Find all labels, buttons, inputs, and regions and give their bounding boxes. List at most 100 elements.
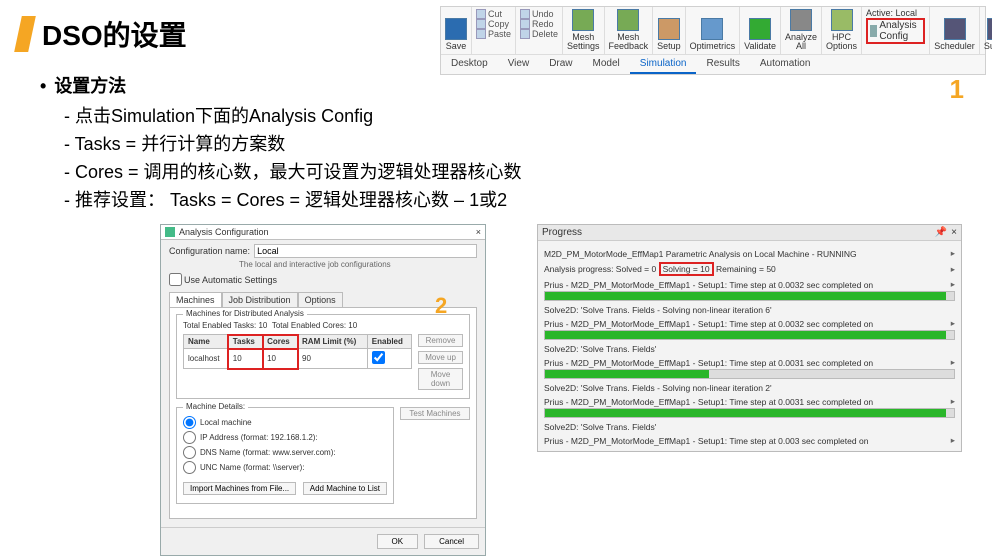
cell-tasks[interactable]: 10 [228, 349, 262, 369]
bullet-item: 推荐设置： Tasks = Cores = 逻辑处理器核心数 – 1或2 [40, 186, 992, 212]
col-ram: RAM Limit (%) [298, 335, 368, 349]
expand-icon[interactable]: ▸ [951, 357, 955, 368]
config-name-input[interactable] [254, 244, 477, 258]
tab-desktop[interactable]: Desktop [441, 55, 498, 74]
expand-icon[interactable]: ▸ [951, 435, 955, 446]
close-icon[interactable]: × [951, 227, 957, 238]
slide-title: DSO的设置 [42, 14, 187, 54]
config-subtitle: The local and interactive job configurat… [239, 260, 477, 269]
progress-line: Remaining = 50 [716, 264, 776, 274]
move-up-button[interactable]: Move up [418, 351, 463, 364]
tab-options[interactable]: Options [298, 292, 343, 307]
active-label: Active: Local [866, 8, 925, 18]
tab-machines[interactable]: Machines [169, 292, 222, 307]
expand-icon[interactable]: ▸ [951, 318, 955, 329]
analysis-config-dialog: Analysis Configuration × Configuration n… [160, 224, 486, 556]
col-enabled: Enabled [367, 335, 411, 349]
cell-ram[interactable]: 90 [298, 349, 368, 369]
cut-button[interactable]: Cut [476, 9, 511, 19]
progress-line: Solve2D: 'Solve Trans. Fields' [544, 422, 656, 432]
progress-line: Prius - M2D_PM_MotorMode_EffMap1 - Setup… [544, 397, 873, 407]
progress-bar [544, 330, 955, 340]
progress-line: Prius - M2D_PM_MotorMode_EffMap1 - Setup… [544, 280, 873, 290]
bullet-item: 点击Simulation下面的Analysis Config [40, 102, 992, 128]
tab-simulation[interactable]: Simulation [630, 55, 697, 74]
radio-ip[interactable]: IP Address (format: 192.168.1.2): [183, 431, 387, 444]
redo-button[interactable]: Redo [520, 19, 558, 29]
move-down-button[interactable]: Move down [418, 368, 463, 390]
table-row[interactable]: localhost 10 10 90 [184, 349, 412, 369]
tab-model[interactable]: Model [583, 55, 630, 74]
expand-icon[interactable]: ▸ [951, 396, 955, 407]
progress-line: M2D_PM_MotorMode_EffMap1 Parametric Anal… [544, 249, 857, 259]
radio-local[interactable]: Local machine [183, 416, 387, 429]
undo-button[interactable]: Undo [520, 9, 558, 19]
tab-results[interactable]: Results [696, 55, 749, 74]
use-automatic-checkbox[interactable]: Use Automatic Settings [169, 273, 477, 286]
progress-line: Analysis progress: Solved = 0 [544, 264, 656, 274]
scheduler-button[interactable]: Scheduler [930, 7, 980, 54]
cancel-button[interactable]: Cancel [424, 534, 479, 549]
import-machines-button[interactable]: Import Machines from File... [183, 482, 296, 495]
expand-icon[interactable]: ▸ [951, 279, 955, 290]
expand-icon[interactable]: ▸ [951, 248, 955, 259]
copy-button[interactable]: Copy [476, 19, 511, 29]
config-name-label: Configuration name: [169, 246, 250, 256]
add-machine-button[interactable]: Add Machine to List [303, 482, 387, 495]
analyze-all-button[interactable]: Analyze All [781, 7, 822, 54]
progress-title: Progress [542, 227, 582, 238]
bullet-heading: 设置方法 [40, 72, 992, 98]
ok-button[interactable]: OK [377, 534, 419, 549]
hpc-options-button[interactable]: HPC Options [822, 7, 862, 54]
dialog-icon [165, 227, 175, 237]
progress-line: Solve2D: 'Solve Trans. Fields - Solving … [544, 383, 772, 393]
mesh-settings-button[interactable]: Mesh Settings [563, 7, 605, 54]
progress-bar [544, 291, 955, 301]
analysis-config-button[interactable]: Analysis Config [866, 18, 925, 44]
machine-details-label: Machine Details: [183, 402, 248, 411]
validate-button[interactable]: Validate [740, 7, 781, 54]
delete-button[interactable]: Delete [520, 29, 558, 39]
tab-draw[interactable]: Draw [539, 55, 582, 74]
undo-group: Undo Redo Delete [516, 7, 563, 54]
save-button[interactable]: Save [441, 7, 472, 54]
test-machines-button[interactable]: Test Machines [400, 407, 470, 420]
pushpin-icon[interactable]: 📌 [935, 227, 947, 238]
col-cores: Cores [263, 335, 298, 349]
submit-button[interactable]: Submit [980, 7, 992, 54]
mesh-feedback-button[interactable]: Mesh Feedback [605, 7, 654, 54]
tab-automation[interactable]: Automation [750, 55, 821, 74]
radio-dns[interactable]: DNS Name (format: www.server.com): [183, 446, 387, 459]
tab-view[interactable]: View [498, 55, 540, 74]
total-cores: Total Enabled Cores: 10 [272, 321, 357, 330]
solving-highlight: Solving = 10 [659, 262, 714, 276]
title-slash [14, 16, 36, 52]
cell-cores[interactable]: 10 [263, 349, 298, 369]
remove-button[interactable]: Remove [418, 334, 463, 347]
callout-2: 2 [435, 293, 447, 319]
expand-icon[interactable]: ▸ [951, 264, 955, 275]
optimetrics-button[interactable]: Optimetrics [686, 7, 741, 54]
paste-button[interactable]: Paste [476, 29, 511, 39]
progress-line: Prius - M2D_PM_MotorMode_EffMap1 - Setup… [544, 358, 873, 368]
progress-bar [544, 408, 955, 418]
total-tasks: Total Enabled Tasks: 10 [183, 321, 267, 330]
callout-1: 1 [950, 74, 964, 105]
bullet-item: Tasks = 并行计算的方案数 [40, 130, 992, 156]
tab-job-distribution[interactable]: Job Distribution [222, 292, 298, 307]
dialog-title: Analysis Configuration [179, 227, 269, 237]
machines-table: Name Tasks Cores RAM Limit (%) Enabled l… [183, 334, 412, 369]
progress-line: Solve2D: 'Solve Trans. Fields' [544, 344, 656, 354]
progress-bar [544, 369, 955, 379]
radio-unc[interactable]: UNC Name (format: \\server): [183, 461, 387, 474]
cell-name: localhost [184, 349, 229, 369]
dialog-tabs: Machines Job Distribution Options [169, 292, 477, 307]
ribbon-tabs: Desktop View Draw Model Simulation Resul… [441, 54, 985, 74]
progress-panel: Progress 📌 × M2D_PM_MotorMode_EffMap1 Pa… [537, 224, 962, 452]
close-icon[interactable]: × [476, 227, 481, 237]
setup-button[interactable]: Setup [653, 7, 686, 54]
active-config-group: Active: Local Analysis Config [862, 7, 930, 54]
col-tasks: Tasks [228, 335, 262, 349]
cell-enabled[interactable] [367, 349, 411, 369]
ribbon-toolbar: Save Cut Copy Paste Undo Redo Delete Mes… [440, 6, 986, 75]
